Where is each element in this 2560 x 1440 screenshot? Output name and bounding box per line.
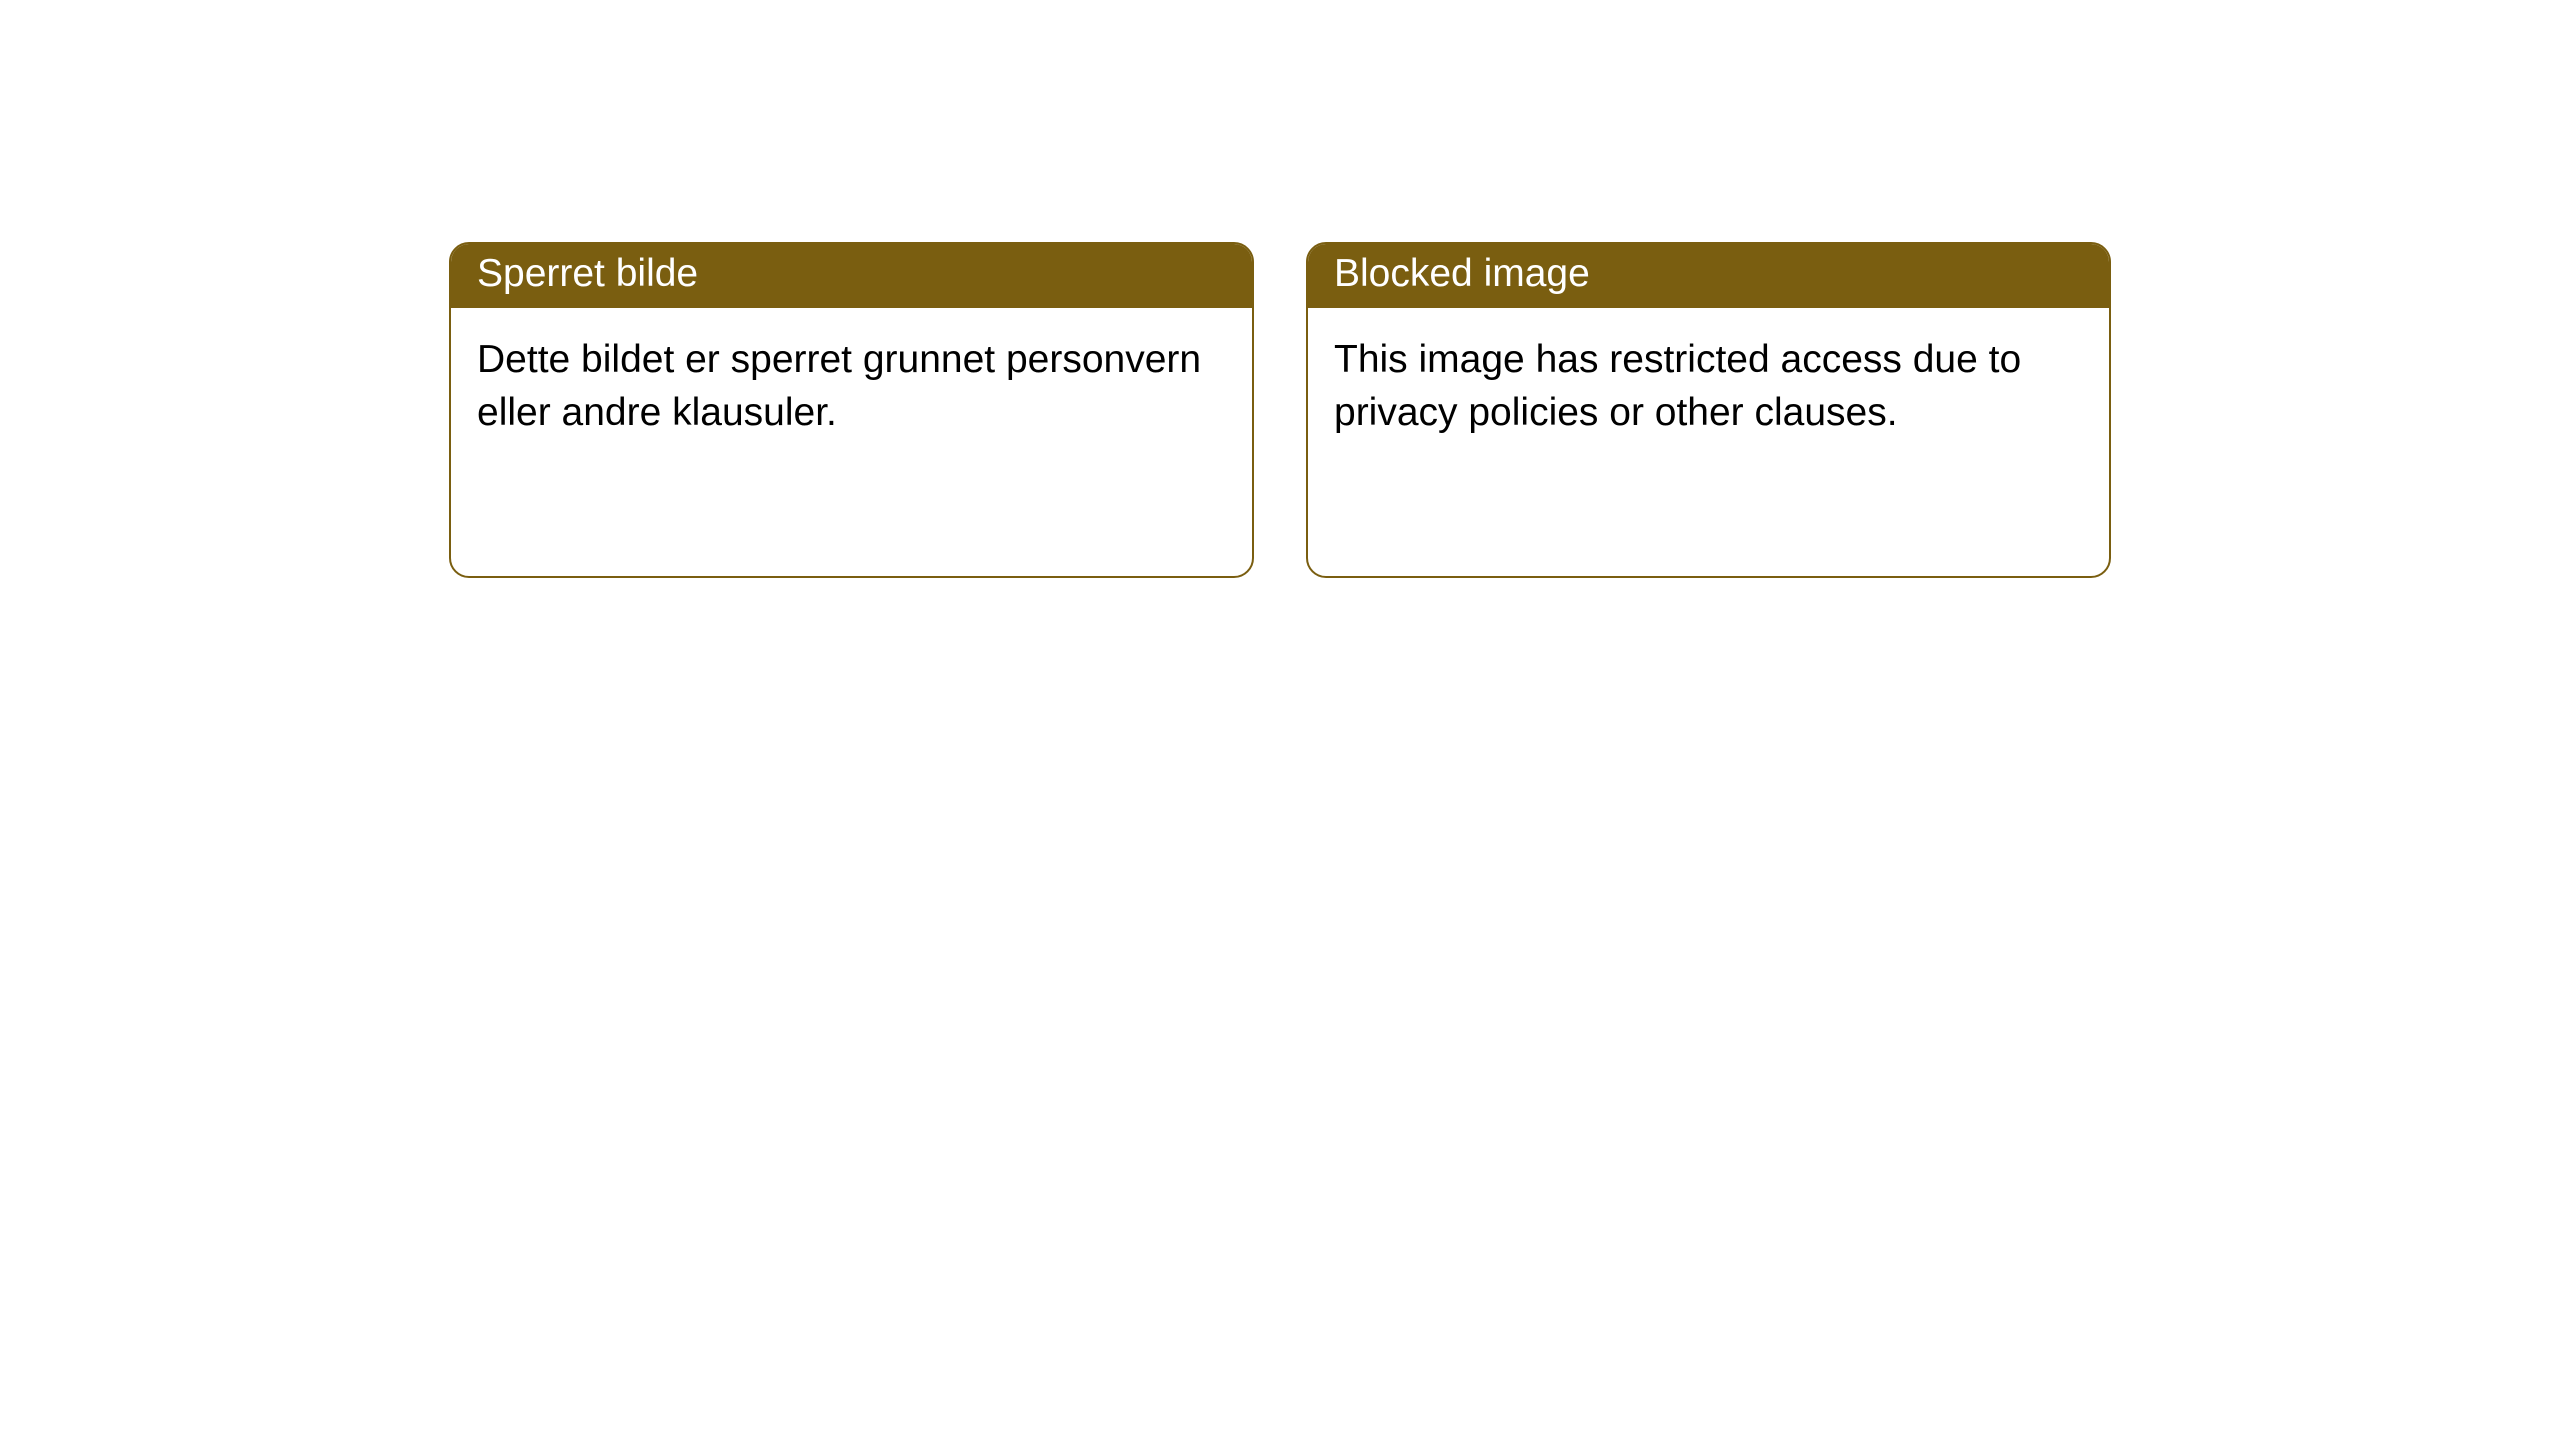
notice-title: Blocked image (1308, 244, 2109, 308)
notice-card-norwegian: Sperret bilde Dette bildet er sperret gr… (449, 242, 1254, 578)
notice-title: Sperret bilde (451, 244, 1252, 308)
notice-body: Dette bildet er sperret grunnet personve… (451, 308, 1252, 465)
notice-card-english: Blocked image This image has restricted … (1306, 242, 2111, 578)
notice-container: Sperret bilde Dette bildet er sperret gr… (0, 0, 2560, 578)
notice-body: This image has restricted access due to … (1308, 308, 2109, 465)
